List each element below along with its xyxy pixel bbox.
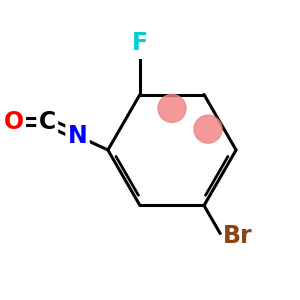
Text: Br: Br <box>223 224 253 248</box>
Text: N: N <box>68 124 87 148</box>
Text: O: O <box>4 110 24 134</box>
Text: F: F <box>132 31 148 55</box>
Text: C: C <box>39 110 56 134</box>
Circle shape <box>158 94 186 122</box>
Circle shape <box>194 115 222 143</box>
